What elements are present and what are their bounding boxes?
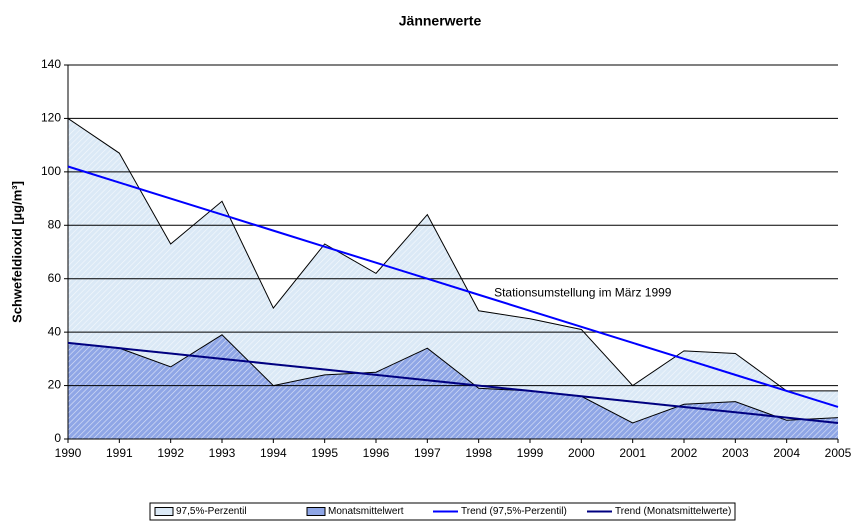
x-tick-label: 1993 [209, 446, 236, 460]
x-tick-label: 1995 [311, 446, 338, 460]
legend-label: Trend (97,5%-Perzentil) [461, 506, 567, 517]
x-tick-label: 1998 [465, 446, 492, 460]
x-tick-label: 2003 [722, 446, 749, 460]
x-tick-label: 2004 [773, 446, 800, 460]
y-tick-label: 80 [48, 217, 62, 231]
y-axis-label: Schwefeldioxid [µg/m³] [9, 181, 24, 323]
x-tick-label: 2001 [619, 446, 646, 460]
y-tick-label: 100 [41, 164, 61, 178]
x-tick-label: 1997 [414, 446, 441, 460]
trend-line [67, 165, 839, 408]
legend-swatch [306, 507, 326, 516]
x-tick-label: 1996 [363, 446, 390, 460]
legend-swatch [154, 507, 174, 516]
y-tick-label: 140 [41, 57, 61, 71]
chart-title: Jännerwerte [399, 13, 482, 29]
x-tick-label: 1991 [106, 446, 133, 460]
x-tick-label: 2005 [825, 446, 852, 460]
x-tick-label: 2000 [568, 446, 595, 460]
x-tick-label: 1990 [55, 446, 82, 460]
area-outline [67, 334, 839, 424]
legend-label: Monatsmittelwert [328, 506, 404, 517]
x-tick-label: 1999 [517, 446, 544, 460]
y-tick-label: 60 [48, 271, 62, 285]
area-hatch [68, 334, 838, 439]
x-tick-label: 1994 [260, 446, 287, 460]
legend-label: Trend (Monatsmittelwerte) [615, 506, 731, 517]
y-tick-label: 40 [48, 324, 62, 338]
y-tick-label: 20 [48, 378, 62, 392]
y-tick-label: 120 [41, 111, 61, 125]
annotation: Stationsumstellung im März 1999 [494, 286, 672, 300]
x-tick-label: 1992 [157, 446, 184, 460]
x-tick-label: 2002 [671, 446, 698, 460]
y-tick-label: 0 [54, 431, 61, 445]
area-outline [67, 118, 838, 392]
legend-label: 97,5%-Perzentil [176, 506, 247, 517]
trend-line [67, 341, 839, 424]
